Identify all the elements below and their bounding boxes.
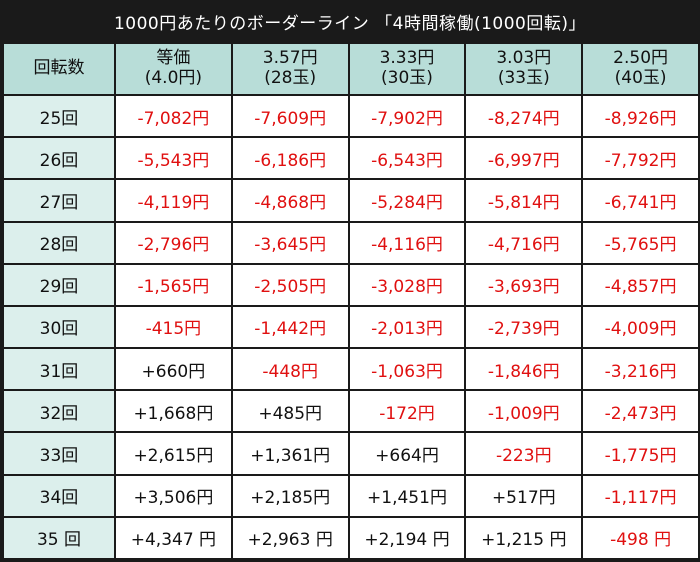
header-rate-30: 3.33円 (30玉) <box>347 42 467 96</box>
balance-cell: -4,857円 <box>581 262 700 307</box>
balance-cell: -7,609円 <box>230 93 350 139</box>
balance-cell: -3,693円 <box>464 262 584 307</box>
balance-cell: -1,442円 <box>230 304 350 350</box>
balance-cell: -1,846円 <box>464 347 584 392</box>
balance-cell: -1,565円 <box>114 262 233 307</box>
rotation-count-cell: 32回 <box>2 389 116 434</box>
rotation-count-cell: 28回 <box>2 220 116 265</box>
balance-cell: -7,902円 <box>347 93 467 139</box>
balance-cell: +4,347 円 <box>114 515 233 561</box>
header-rate-equal: 等価 (4.0円) <box>114 42 233 96</box>
balance-cell: -8,926円 <box>581 93 700 139</box>
header-rotation-label: 回転数 <box>2 42 116 96</box>
balance-cell: -5,814円 <box>464 178 584 223</box>
balance-cell: +517円 <box>464 473 584 518</box>
balance-cell: +3,506円 <box>114 473 233 518</box>
balance-cell: -7,792円 <box>581 136 700 181</box>
balance-cell: -3,028円 <box>347 262 467 307</box>
balance-cell: -2,505円 <box>230 262 350 307</box>
balance-cell: -6,997円 <box>464 136 584 181</box>
balance-cell: +1,668円 <box>114 389 233 434</box>
balance-cell: -5,543円 <box>114 136 233 181</box>
rotation-count-cell: 33回 <box>2 431 116 476</box>
table-row: 28回 -2,796円 -3,645円 -4,116円 -4,716円 -5,765円 <box>2 220 700 265</box>
balance-cell: -1,009円 <box>464 389 584 434</box>
balance-cell: +660円 <box>114 347 233 392</box>
table-row: 25回 -7,082円 -7,609円 -7,902円 -8,274円 -8,926円 <box>2 93 700 139</box>
table-row: 31回 +660円 -448円 -1,063円 -1,846円 -3,216円 <box>2 347 700 392</box>
balance-cell: -1,775円 <box>581 431 700 476</box>
balance-cell: -2,739円 <box>464 304 584 350</box>
balance-cell: -498 円 <box>581 515 700 561</box>
rotation-count-cell: 35 回 <box>2 515 116 561</box>
table-row: 29回 -1,565円 -2,505円 -3,028円 -3,693円 -4,857円 <box>2 262 700 307</box>
balance-cell: -2,473円 <box>581 389 700 434</box>
table-row: 32回 +1,668円 +485円 -172円 -1,009円 -2,473円 <box>2 389 700 434</box>
balance-cell: +2,185円 <box>230 473 350 518</box>
balance-cell: +2,194 円 <box>347 515 467 561</box>
rotation-count-cell: 30回 <box>2 304 116 350</box>
table-row: 27回 -4,119円 -4,868円 -5,284円 -5,814円 -6,741円 <box>2 178 700 223</box>
balance-cell: +1,215 円 <box>464 515 584 561</box>
rotation-count-cell: 27回 <box>2 178 116 223</box>
balance-cell: -4,119円 <box>114 178 233 223</box>
rotation-count-cell: 26回 <box>2 136 116 181</box>
balance-cell: -8,274円 <box>464 93 584 139</box>
table-row: 34回 +3,506円 +2,185円 +1,451円 +517円 -1,117円 <box>2 473 700 518</box>
balance-cell: -4,116円 <box>347 220 467 265</box>
rotation-count-cell: 29回 <box>2 262 116 307</box>
rotation-count-cell: 31回 <box>2 347 116 392</box>
balance-cell: -3,645円 <box>230 220 350 265</box>
balance-cell: -415円 <box>114 304 233 350</box>
balance-cell: -6,186円 <box>230 136 350 181</box>
balance-cell: -4,868円 <box>230 178 350 223</box>
table-row: 30回 -415円 -1,442円 -2,013円 -2,739円 -4,009円 <box>2 304 700 350</box>
balance-cell: -172円 <box>347 389 467 434</box>
table-row: 33回 +2,615円 +1,361円 +664円 -223円 -1,775円 <box>2 431 700 476</box>
table-body: 25回 -7,082円 -7,609円 -7,902円 -8,274円 -8,926円 26… <box>2 93 700 561</box>
balance-cell: +2,615円 <box>114 431 233 476</box>
balance-cell: +2,963 円 <box>230 515 350 561</box>
balance-cell: -4,716円 <box>464 220 584 265</box>
table-title: 1000円あたりのボーダーライン 「4時間稼働(1000回転)」 <box>113 13 586 34</box>
balance-cell: -2,013円 <box>347 304 467 350</box>
balance-cell: -6,543円 <box>347 136 467 181</box>
balance-cell: -1,117円 <box>581 473 700 518</box>
balance-cell: -2,796円 <box>114 220 233 265</box>
balance-cell: +1,361円 <box>230 431 350 476</box>
table-row: 26回 -5,543円 -6,186円 -6,543円 -6,997円 -7,792円 <box>2 136 700 181</box>
balance-cell: -7,082円 <box>114 93 233 139</box>
table-row: 35 回 +4,347 円 +2,963 円 +2,194 円 +1,215 円 -498… <box>2 515 700 561</box>
balance-cell: +664円 <box>347 431 467 476</box>
balance-cell: -6,741円 <box>581 178 700 223</box>
rotation-count-cell: 25回 <box>2 93 116 139</box>
header-rate-40: 2.50円 (40玉) <box>581 42 700 96</box>
header-row: 回転数 等価 (4.0円) 3.57円 (28玉) 3.33円 (30玉) 3.03円… <box>2 42 700 96</box>
balance-cell: +1,451円 <box>347 473 467 518</box>
header-rate-33: 3.03円 (33玉) <box>464 42 584 96</box>
balance-cell: -448円 <box>230 347 350 392</box>
balance-cell: +485円 <box>230 389 350 434</box>
balance-cell: -5,284円 <box>347 178 467 223</box>
balance-cell: -5,765円 <box>581 220 700 265</box>
balance-cell: -223円 <box>464 431 584 476</box>
border-line-table: 回転数 等価 (4.0円) 3.57円 (28玉) 3.33円 (30玉) 3.03円… <box>2 42 700 561</box>
balance-cell: -3,216円 <box>581 347 700 392</box>
rotation-count-cell: 34回 <box>2 473 116 518</box>
balance-cell: -1,063円 <box>347 347 467 392</box>
header-rate-28: 3.57円 (28玉) <box>230 42 350 96</box>
balance-cell: -4,009円 <box>581 304 700 350</box>
